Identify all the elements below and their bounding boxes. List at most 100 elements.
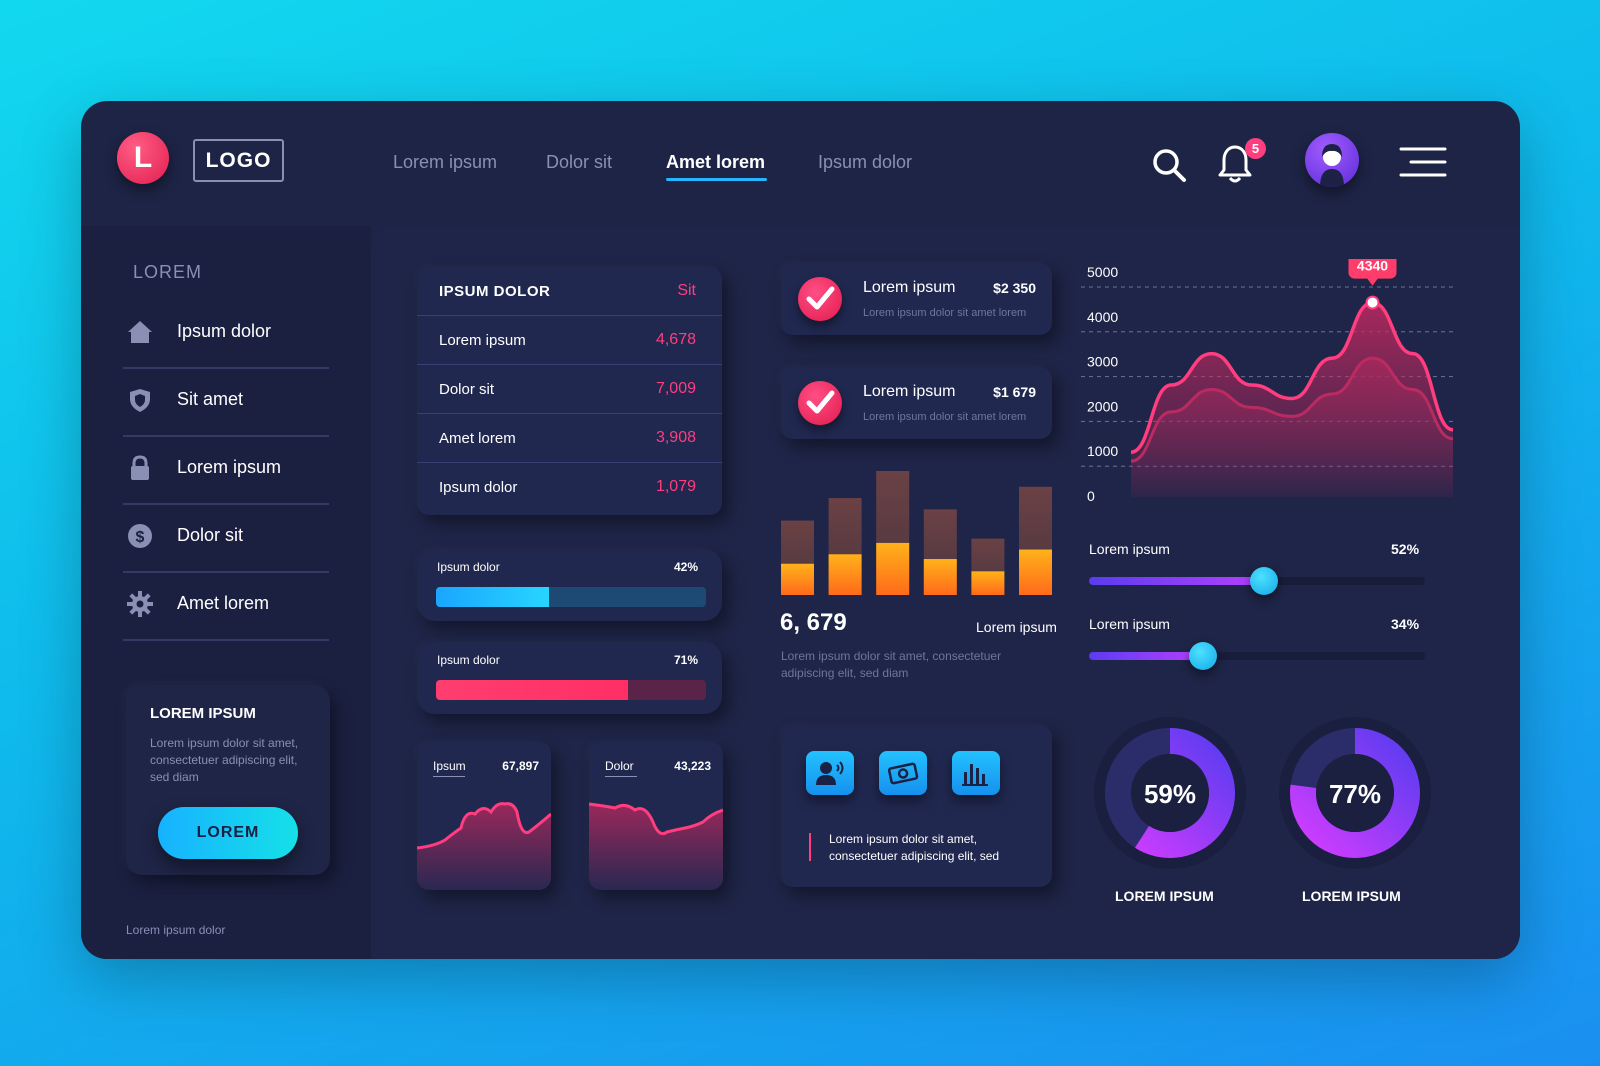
sidebar-item-label: Ipsum dolor [177,321,272,341]
table-row[interactable]: Ipsum dolor 1,079 [417,463,722,512]
progress-label: Ipsum dolor [437,560,500,574]
table-row[interactable]: Lorem ipsum 4,678 [417,316,722,365]
user-voice-button[interactable] [806,751,854,795]
y-tick-label: 1000 [1087,443,1118,459]
mini-chart-label: Dolor [605,759,634,773]
area-chart: 5000 4000 3000 2000 1000 0 4340 [1081,259,1454,504]
logo-mark[interactable]: L [117,132,169,184]
shield-icon [130,389,150,412]
mini-chart-value: 43,223 [674,759,711,773]
sidebar-item-label: Sit amet [177,389,244,409]
logo-text: LOGO [205,148,272,172]
bar-chart-button[interactable] [952,751,1000,795]
tooltip-value: 4340 [1357,259,1388,274]
mini-chart-underline [605,776,637,777]
highlight-point[interactable] [1365,295,1380,310]
transaction-amount: $1 679 [993,384,1036,400]
avatar[interactable] [1305,133,1359,187]
mini-area-chart [589,802,723,890]
mini-chart-value: 67,897 [502,759,539,773]
sidebar-item-label: Amet lorem [177,593,270,613]
tooltip-pointer [1366,277,1379,286]
bell-icon[interactable] [1218,143,1252,185]
transaction-title: Lorem ipsum [863,279,956,296]
bar-chart [781,471,1052,595]
promo-title: LOREM IPSUM [150,705,256,722]
slider-track[interactable] [1089,652,1425,660]
bar-front [781,563,814,595]
promo-button[interactable]: LOREM [158,807,298,859]
highlight-tooltip [1348,259,1397,279]
slider-label: Lorem ipsum [1089,616,1170,632]
search-icon[interactable] [1150,146,1190,186]
nav-item-4[interactable]: Ipsum dolor [818,152,913,172]
donut-label: LOREM IPSUM [1115,888,1214,904]
y-tick-label: 0 [1087,488,1095,504]
stats-table: IPSUM DOLOR Sit Lorem ipsum 4,678 Dolor … [417,267,722,515]
user-avatar-icon [1320,144,1344,187]
dollar-icon: $ [128,524,152,548]
promo-text: Lorem ipsum dolor sit amet, consectetuer… [150,736,299,784]
promo-card: LOREM IPSUM Lorem ipsum dolor sit amet, … [126,685,330,875]
bar-summary-description: Lorem ipsum dolor sit amet, consectetuer… [781,649,1002,680]
money-button[interactable] [879,751,927,795]
sidebar-item-5[interactable]: Amet lorem [123,573,329,641]
logo-text-box[interactable]: LOGO [193,139,284,182]
sidebar-item-3[interactable]: Lorem ipsum [123,437,329,505]
nav-item-1[interactable]: Lorem ipsum [393,152,498,172]
logo-letter: L [133,141,153,174]
mini-chart-label: Ipsum [433,759,466,773]
table-row[interactable]: Amet lorem 3,908 [417,414,722,463]
sidebar-item-label: Lorem ipsum [177,457,282,477]
quick-actions-description: Lorem ipsum dolor sit amet, consectetuer… [829,832,1000,863]
sidebar-title: LOREM [133,262,203,282]
bar-front [876,542,910,595]
donut-chart: 77% [1279,717,1431,869]
description-accent-bar [809,833,811,861]
sidebar-item-2[interactable]: Sit amet [123,369,329,437]
transaction-card-1[interactable]: Lorem ipsum $2 350 Lorem ipsum dolor sit… [781,263,1052,335]
transaction-card-2[interactable]: Lorem ipsum $1 679 Lorem ipsum dolor sit… [781,367,1052,439]
mini-chart-underline [433,776,465,777]
slider-fill [1089,577,1264,585]
mini-chart-card-1: Ipsum 67,897 [417,742,551,890]
area-series-1-line [1130,300,1454,454]
hamburger-menu-icon[interactable] [1399,146,1447,180]
row-label: Ipsum dolor [439,479,518,496]
progress-track [436,680,706,700]
checkmark-icon [798,381,842,425]
svg-text:$: $ [136,529,145,546]
lock-icon [131,455,149,480]
progress-label: Ipsum dolor [437,653,500,667]
transaction-subtitle: Lorem ipsum dolor sit amet lorem [863,411,1027,423]
donut-arc [1105,728,1235,858]
slider-handle[interactable] [1249,567,1278,595]
sidebar-item-1[interactable]: Ipsum dolor [123,301,329,369]
table-header-value[interactable]: Sit [677,282,696,299]
bar-chart-icon [962,764,988,786]
table-row[interactable]: Dolor sit 7,009 [417,365,722,414]
donut-value: 77% [1329,779,1381,809]
sidebar-footer: Lorem ipsum dolor [126,923,226,937]
sidebar-item-4[interactable]: $ Dolor sit [123,505,329,573]
row-value: 7,009 [655,380,696,397]
progress-value: 71% [673,653,698,667]
nav-active-underline [666,178,767,181]
progress-card-2: Ipsum dolor 71% [417,642,722,714]
nav-item-2[interactable]: Dolor sit [546,152,613,172]
bar-summary-caption: Lorem ipsum [976,619,1057,635]
progress-track [436,587,706,607]
donut-label: LOREM IPSUM [1302,888,1401,904]
slider-handle[interactable] [1189,642,1218,670]
transaction-amount: $2 350 [993,280,1036,296]
y-tick-label: 2000 [1087,398,1118,414]
nav-item-active[interactable]: Amet lorem [666,152,766,172]
row-value: 1,079 [655,478,696,495]
quick-actions-card: Lorem ipsum dolor sit amet, consectetuer… [781,725,1052,887]
row-value: 3,908 [655,429,696,446]
progress-card-1: Ipsum dolor 42% [417,549,722,621]
progress-fill [436,587,550,607]
home-icon [128,321,152,343]
table-header: IPSUM DOLOR Sit [417,267,722,316]
slider-value: 34% [1391,616,1420,632]
